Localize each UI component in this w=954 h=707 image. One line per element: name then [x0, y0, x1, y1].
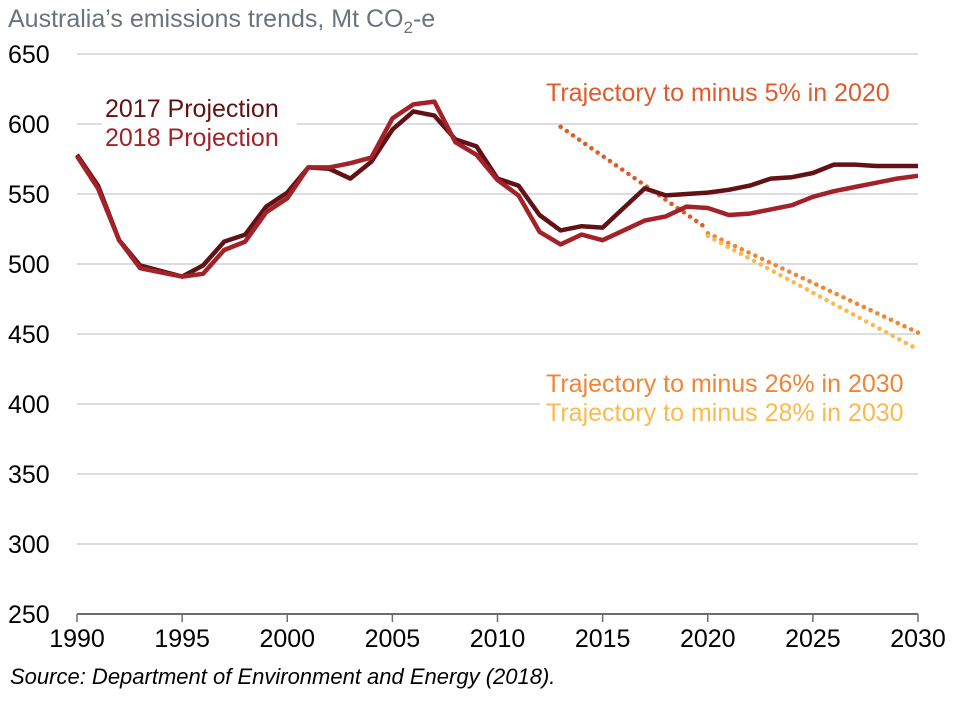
legend-2018-projection: 2018 Projection: [105, 124, 279, 152]
x-tick-label: 2025: [785, 625, 841, 653]
y-tick-label: 600: [8, 111, 50, 139]
x-tick-label: 2000: [259, 625, 315, 653]
annotation-minus-28-percent: Trajectory to minus 28% in 2030: [546, 399, 904, 427]
series-line-trajectory-to-minus-26-in-2030: [705, 230, 921, 335]
annotations: Trajectory to minus 5% in 2020 Trajector…: [540, 79, 935, 427]
y-tick-label: 300: [8, 531, 50, 559]
x-tick-label: 2020: [680, 625, 736, 653]
y-tick-label: 350: [8, 461, 50, 489]
x-tick-label: 2010: [470, 625, 526, 653]
source-note: Source: Department of Environment and En…: [10, 664, 556, 689]
y-tick-label: 400: [8, 391, 50, 419]
chart-title: Australia’s emissions trends, Mt CO2-e: [8, 5, 435, 37]
series-line-trajectory-to-minus-5-in-2020: [558, 124, 711, 232]
y-axis-ticks: 650 600 550 500 450 400 350 300 250: [8, 41, 50, 629]
legend: 2017 Projection 2018 Projection: [102, 90, 297, 152]
y-tick-label: 450: [8, 321, 50, 349]
annotation-minus-5-percent: Trajectory to minus 5% in 2020: [546, 79, 890, 107]
y-tick-label: 650: [8, 41, 50, 69]
chart-title-main: Australia’s emissions trends, Mt CO: [8, 5, 404, 33]
legend-2017-projection: 2017 Projection: [105, 95, 279, 123]
y-tick-label: 500: [8, 251, 50, 279]
x-tick-label: 1995: [154, 625, 210, 653]
chart-title-suffix: -e: [413, 5, 435, 33]
annotation-background: [540, 368, 935, 426]
y-tick-label: 250: [8, 601, 50, 629]
series-line-trajectory-to-minus-28-in-2030: [705, 233, 921, 352]
y-tick-label: 550: [8, 181, 50, 209]
series-line-2018-projection: [75, 99, 919, 279]
series-group: [75, 99, 921, 352]
x-tick-label: 1990: [49, 625, 105, 653]
annotation-minus-26-percent: Trajectory to minus 26% in 2030: [546, 370, 904, 398]
x-tick-label: 2030: [890, 625, 946, 653]
legend-background: [102, 90, 297, 152]
x-tick-label: 2005: [365, 625, 421, 653]
x-axis: 1990 1995 2000 2005 2010 2015 2020 2025 2030: [49, 613, 946, 653]
chart-title-subscript: 2: [404, 18, 413, 37]
x-tick-label: 2015: [575, 625, 631, 653]
